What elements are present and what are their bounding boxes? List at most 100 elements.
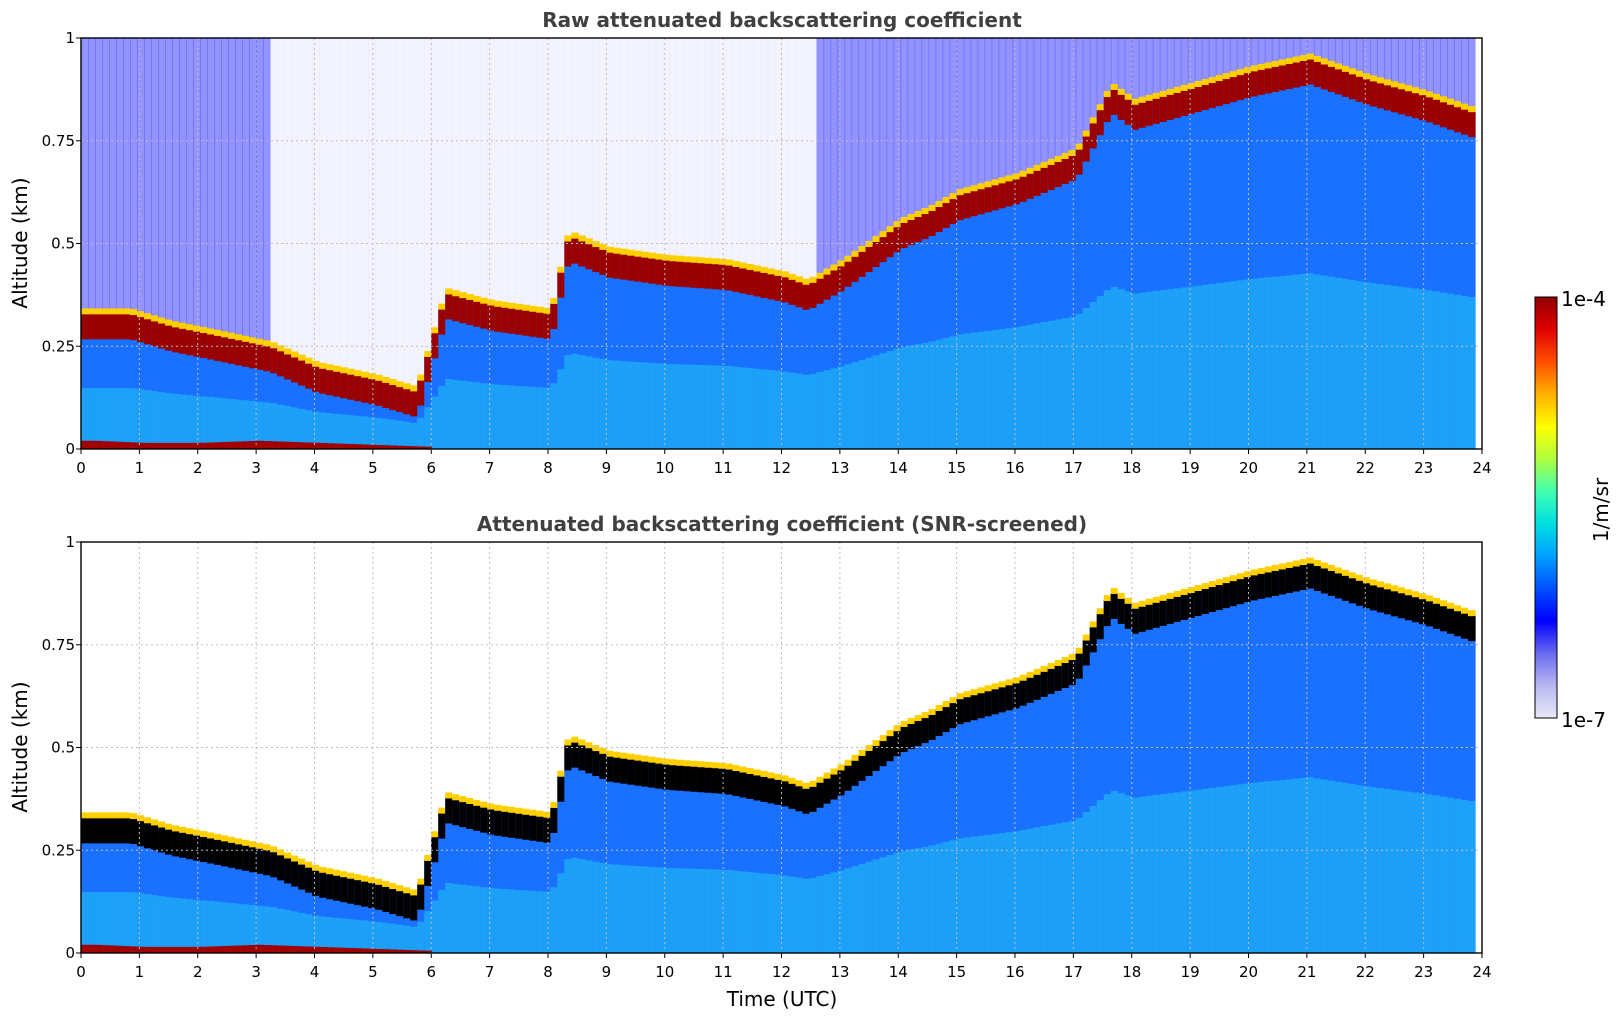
heatmap-column-body <box>1264 571 1273 953</box>
heatmap-column-body <box>1460 108 1469 449</box>
heatmap-column-body <box>746 268 755 449</box>
heatmap-column-body <box>172 830 180 953</box>
heatmap-column-body <box>564 744 572 953</box>
heatmap-column-upper <box>459 38 467 298</box>
heatmap-layer-edge <box>872 236 881 243</box>
heatmap-column-body <box>277 854 285 953</box>
heatmap-layer-band <box>1348 577 1357 604</box>
heatmap-column-upper <box>816 542 825 782</box>
heatmap-column-body <box>564 240 572 449</box>
heatmap-layer-band <box>655 762 664 789</box>
heatmap-surface-layer <box>172 442 180 449</box>
heatmap-layer-band <box>88 817 96 844</box>
heatmap-column-lower <box>263 906 271 953</box>
heatmap-column-lower <box>788 372 797 449</box>
y-axis-label: Altitude (km) <box>8 177 32 308</box>
heatmap-column-lower <box>1362 786 1371 953</box>
heatmap-column-body <box>697 262 706 449</box>
heatmap-column-lower <box>683 364 692 449</box>
heatmap-column-upper <box>1299 542 1308 565</box>
heatmap-column-lower <box>1383 788 1392 953</box>
heatmap-column-lower <box>319 412 327 449</box>
heatmap-column-upper <box>340 542 348 877</box>
heatmap-column-body <box>1033 673 1042 953</box>
heatmap-column-body <box>312 365 320 449</box>
heatmap-layer-edge <box>417 374 425 381</box>
heatmap-layer-band <box>109 313 117 340</box>
heatmap-layer-edge <box>823 268 832 275</box>
heatmap-layer-edge <box>389 883 397 890</box>
heatmap-column-upper <box>347 542 355 878</box>
heatmap-layer-edge <box>144 313 152 320</box>
heatmap-layer-edge <box>718 762 727 769</box>
y-tick-label: 0.5 <box>51 235 75 253</box>
heatmap-layer-band <box>1159 95 1168 122</box>
heatmap-column-upper <box>1327 542 1336 570</box>
heatmap-column-upper <box>851 38 860 256</box>
heatmap-column-lower <box>1257 277 1266 449</box>
heatmap-layer-band <box>1264 67 1273 94</box>
heatmap-column-lower <box>193 395 201 449</box>
x-tick-label: 22 <box>1356 963 1375 981</box>
heatmap-column-upper <box>1138 38 1147 102</box>
heatmap-column-lower <box>550 887 558 953</box>
heatmap-column-upper <box>1145 542 1154 604</box>
heatmap-layer-band <box>921 717 930 744</box>
heatmap-column-upper <box>389 542 397 889</box>
heatmap-surface-layer <box>326 947 334 953</box>
heatmap-layer-edge <box>1096 104 1105 111</box>
heatmap-column-body <box>1040 670 1049 953</box>
heatmap-column-lower <box>837 366 846 449</box>
heatmap-layer-edge <box>158 821 166 828</box>
heatmap-column-upper <box>1285 38 1294 63</box>
heatmap-layer-edge <box>1411 591 1420 598</box>
heatmap-column-upper <box>291 542 299 861</box>
heatmap-layer-band <box>991 688 1000 715</box>
heatmap-column-body <box>788 782 797 953</box>
heatmap-layer-edge <box>970 689 979 696</box>
heatmap-column-body <box>1075 148 1084 450</box>
heatmap-column-lower <box>648 866 657 953</box>
heatmap-layer-band <box>823 273 832 300</box>
heatmap-layer-edge <box>207 832 215 839</box>
heatmap-column-body <box>1222 78 1231 450</box>
panel-title: Attenuated backscattering coefficient (S… <box>477 512 1087 536</box>
heatmap-layer-edge <box>1432 93 1441 100</box>
heatmap-layer-band <box>1229 580 1238 607</box>
heatmap-surface-layer <box>361 948 369 953</box>
heatmap-layer-band <box>305 866 313 893</box>
heatmap-layer-band <box>361 880 369 907</box>
heatmap-layer-band <box>802 283 811 310</box>
heatmap-surface-layer <box>312 946 320 953</box>
heatmap-layer-edge <box>1453 605 1462 612</box>
heatmap-column-lower <box>1061 318 1070 449</box>
heatmap-layer-band <box>1180 593 1189 620</box>
heatmap-surface-layer <box>235 945 243 953</box>
heatmap-column-lower <box>207 397 215 449</box>
heatmap-layer-band <box>760 271 769 298</box>
heatmap-column-upper <box>1446 542 1455 608</box>
heatmap-column-body <box>501 810 509 953</box>
heatmap-column-lower <box>1453 294 1462 449</box>
heatmap-column-lower <box>1369 787 1378 953</box>
heatmap-column-body <box>1012 682 1021 953</box>
heatmap-layer-band <box>1173 595 1182 622</box>
heatmap-column-upper <box>1390 38 1399 87</box>
heatmap-column-lower <box>949 336 958 449</box>
heatmap-layer-band <box>193 834 201 861</box>
heatmap-layer-band <box>1404 90 1413 117</box>
heatmap-column-body <box>1369 80 1378 450</box>
heatmap-column-lower <box>704 869 713 953</box>
heatmap-layer-band <box>95 313 103 340</box>
heatmap-column-lower <box>963 333 972 449</box>
heatmap-column-lower <box>543 891 551 953</box>
heatmap-column-upper <box>683 542 692 766</box>
heatmap-layer-edge <box>1418 593 1427 600</box>
heatmap-column-lower <box>935 843 944 953</box>
heatmap-layer-band <box>1425 96 1434 123</box>
heatmap-column-upper <box>1131 542 1140 608</box>
heatmap-layer-band <box>1201 588 1210 615</box>
heatmap-layer-band <box>445 797 453 824</box>
heatmap-layer-band <box>830 269 839 296</box>
heatmap-column-lower <box>1005 832 1014 953</box>
